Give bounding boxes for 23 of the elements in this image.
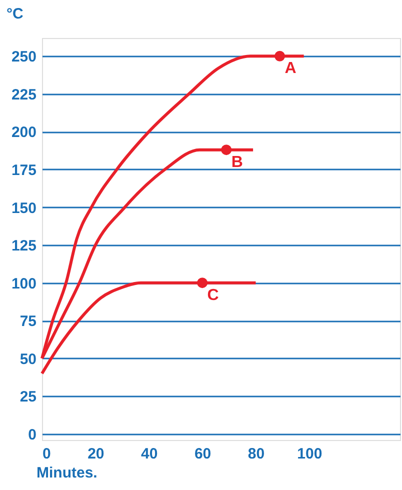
x-tick-label: 100 [297,446,322,462]
y-tick-label: 125 [11,238,36,255]
y-tick-label: 0 [28,426,36,444]
y-tick-label: 200 [11,124,36,142]
annotation: C [207,286,220,304]
annotation: A [284,60,297,78]
y-tick-label: 175 [11,162,36,179]
y-tick-label: 100 [11,275,36,292]
y-tick-label: 50 [20,350,36,368]
x-axis-title: Minutes. [36,464,98,482]
x-tick-label: 80 [248,446,265,462]
x-tick-label: 20 [88,446,104,462]
y-axis-title: °C [6,6,24,22]
y-tick-label: 150 [11,200,36,217]
y-tick-label: 25 [20,388,36,406]
x-tick-label: 40 [141,446,158,462]
annotation: B [231,154,243,171]
y-tick-label: 225 [11,86,36,104]
y-tick-label: 250 [11,48,36,66]
y-tick-label: 75 [20,313,36,330]
x-tick-label: 0 [42,446,51,462]
x-tick-label: 60 [194,446,212,462]
line-series [40,281,258,376]
